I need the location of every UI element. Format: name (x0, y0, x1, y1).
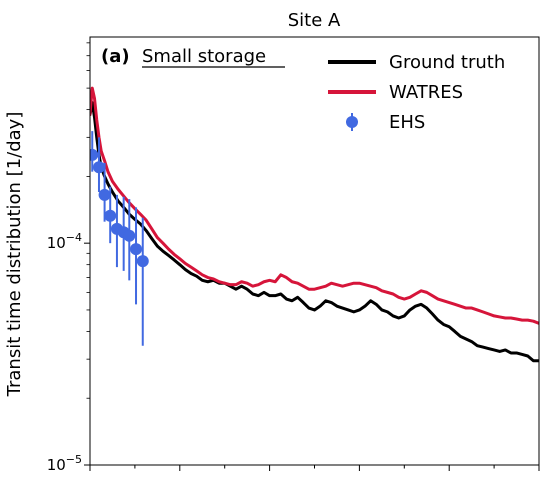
panel-title: Small storage (142, 46, 266, 67)
series-line-ground-truth (90, 101, 539, 363)
ehs-point-1 (92, 161, 105, 174)
series-line-watres (90, 86, 539, 325)
panel-label: (a) (101, 46, 130, 67)
plot-frame (89, 36, 540, 466)
legend-label-ehs: EHS (389, 112, 425, 133)
legend-swatch-ehs-marker (346, 116, 358, 128)
y-tick-label: 10−5 (47, 453, 82, 474)
chart-title: Site A (288, 10, 341, 31)
axis-ticks: 10−5 10−4 (47, 42, 540, 474)
ehs-point-0 (90, 148, 99, 161)
ehs-point-8 (136, 255, 149, 268)
ehs-point-7 (130, 243, 143, 256)
plot-area (90, 86, 539, 363)
ehs-point-2 (98, 188, 111, 201)
ehs-point-3 (104, 209, 117, 222)
legend-label-watres: WATRES (389, 82, 463, 103)
legend: Ground truth WATRES EHS (328, 52, 505, 133)
legend-label-ground-truth: Ground truth (389, 52, 505, 73)
ehs-point-6 (123, 229, 136, 242)
y-axis-title: Transit time distribution [1/day] (4, 112, 25, 398)
y-tick-label: 10−4 (47, 231, 82, 252)
